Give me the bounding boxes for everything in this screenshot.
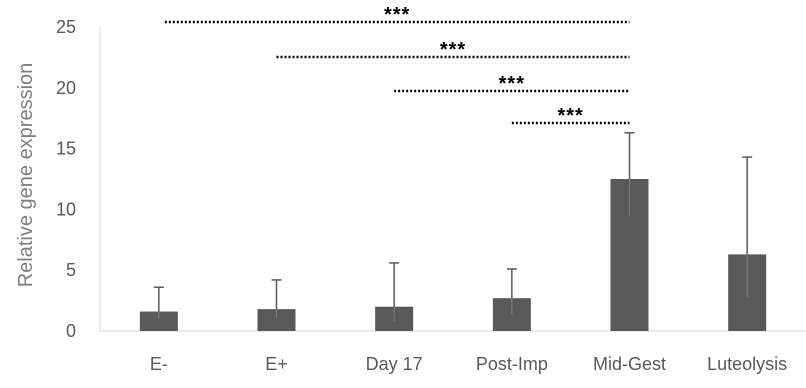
significance-label: *** bbox=[440, 39, 466, 61]
x-tick-label: E+ bbox=[265, 354, 288, 374]
x-tick-label: Mid-Gest bbox=[593, 354, 666, 374]
y-tick-label: 25 bbox=[56, 17, 76, 37]
error-bars bbox=[153, 132, 753, 322]
y-axis-ticks: 0 5 10 15 20 25 bbox=[56, 17, 76, 341]
x-tick-label: E- bbox=[150, 354, 168, 374]
y-axis-title: Relative gene expression bbox=[15, 63, 37, 288]
significance-label: *** bbox=[499, 73, 525, 95]
x-tick-label: Day 17 bbox=[366, 354, 423, 374]
x-axis-labels: E- E+ Day 17 Post-Imp Mid-Gest Luteolysis bbox=[150, 354, 787, 374]
y-tick-label: 0 bbox=[66, 321, 76, 341]
significance-label: *** bbox=[384, 4, 410, 26]
axes bbox=[99, 27, 806, 332]
y-tick-label: 10 bbox=[56, 199, 76, 219]
y-tick-label: 20 bbox=[56, 78, 76, 98]
bar bbox=[257, 309, 296, 331]
y-tick-label: 5 bbox=[66, 260, 76, 280]
x-tick-label: Luteolysis bbox=[707, 354, 787, 374]
bar bbox=[139, 311, 178, 331]
x-tick-label: Post-Imp bbox=[476, 354, 548, 374]
significance-label: *** bbox=[557, 105, 583, 127]
y-tick-label: 15 bbox=[56, 139, 76, 159]
bars bbox=[139, 179, 767, 331]
significance-brackets: *** *** *** *** bbox=[164, 4, 630, 127]
